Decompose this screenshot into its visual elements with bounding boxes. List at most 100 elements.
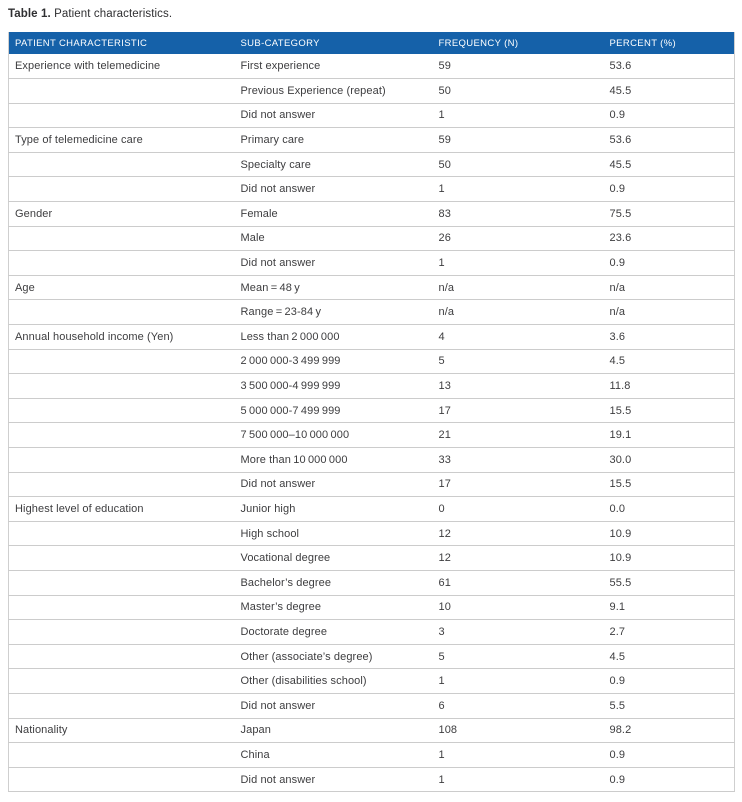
cell-percent: 3.6 — [603, 324, 735, 350]
cell-percent: 10.9 — [603, 521, 735, 547]
table-row: Doctorate degree 3 2.7 — [8, 619, 735, 645]
cell-frequency: n/a — [432, 299, 604, 326]
column-header-subcategory: SUB-CATEGORY — [234, 32, 433, 54]
table-row: Experience with telemedicine First experi… — [8, 54, 735, 80]
cell-percent: 0.9 — [603, 103, 735, 129]
patient-characteristics-table: PATIENT CHARACTERISTIC SUB-CATEGORY FREQ… — [8, 32, 735, 793]
table-row: Male 26 23.6 — [8, 226, 735, 252]
cell-subcategory: More than 10 000 000 — [234, 447, 433, 473]
cell-frequency: 21 — [432, 422, 604, 448]
cell-percent: 45.5 — [603, 78, 735, 104]
cell-frequency: 1 — [432, 250, 604, 276]
cell-subcategory: Did not answer — [234, 176, 433, 203]
cell-characteristic — [8, 644, 235, 670]
table-row: Nationality Japan 108 98.2 — [8, 718, 735, 744]
cell-frequency: 3 — [432, 619, 604, 645]
cell-characteristic — [8, 422, 235, 448]
cell-percent: n/a — [603, 275, 735, 301]
column-header-frequency: FREQUENCY (N) — [432, 32, 604, 54]
cell-subcategory: Mean = 48 y — [234, 275, 433, 301]
cell-characteristic: Annual household income (Yen) — [8, 324, 235, 350]
cell-characteristic — [8, 152, 235, 178]
cell-characteristic — [8, 349, 235, 375]
cell-frequency: 5 — [432, 644, 604, 670]
cell-characteristic — [8, 226, 235, 252]
cell-frequency: 83 — [432, 201, 604, 227]
table-caption: Table 1. Patient characteristics. — [8, 8, 734, 21]
cell-frequency: 33 — [432, 447, 604, 473]
cell-percent: 4.5 — [603, 644, 735, 670]
cell-percent: 98.2 — [603, 718, 735, 744]
cell-frequency: 59 — [432, 54, 604, 80]
cell-percent: 0.9 — [603, 668, 735, 694]
table-row: Did not answer 17 15.5 — [8, 472, 735, 498]
cell-subcategory: Did not answer — [234, 693, 433, 719]
table-row: Did not answer 1 0.9 — [8, 103, 735, 129]
cell-percent: 0.9 — [603, 250, 735, 276]
table-row: Gender Female 83 75.5 — [8, 201, 735, 227]
cell-characteristic — [8, 78, 235, 104]
cell-subcategory: Japan — [234, 718, 433, 744]
table-row: Annual household income (Yen) Less than 2… — [8, 324, 735, 350]
cell-frequency: 10 — [432, 595, 604, 621]
cell-subcategory: Did not answer — [234, 767, 433, 793]
cell-characteristic — [8, 299, 235, 326]
cell-frequency: 5 — [432, 349, 604, 375]
table-row: Previous Experience (repeat) 50 45.5 — [8, 78, 735, 104]
cell-subcategory: Did not answer — [234, 103, 433, 129]
cell-subcategory: Specialty care — [234, 152, 433, 178]
table-row: Age Mean = 48 y n/a n/a — [8, 275, 735, 301]
table-row: Vocational degree 12 10.9 — [8, 545, 735, 571]
cell-characteristic: Nationality — [8, 718, 235, 744]
table-row: 5 000 000-7 499 999 17 15.5 — [8, 398, 735, 424]
table-number-label: Table 1. — [8, 8, 51, 20]
cell-frequency: 61 — [432, 570, 604, 596]
cell-subcategory: Female — [234, 201, 433, 227]
cell-percent: 5.5 — [603, 693, 735, 719]
cell-subcategory: Other (disabilities school) — [234, 668, 433, 694]
cell-percent: 0.9 — [603, 742, 735, 768]
header-row: PATIENT CHARACTERISTIC SUB-CATEGORY FREQ… — [8, 32, 735, 54]
cell-frequency: 59 — [432, 127, 604, 153]
cell-frequency: 50 — [432, 78, 604, 104]
cell-percent: 55.5 — [603, 570, 735, 596]
cell-frequency: n/a — [432, 275, 604, 301]
cell-characteristic — [8, 398, 235, 424]
cell-subcategory: Previous Experience (repeat) — [234, 78, 433, 104]
table-row: Range = 23-84 y n/a n/a — [8, 299, 735, 326]
cell-frequency: 1 — [432, 668, 604, 694]
cell-characteristic: Type of telemedicine care — [8, 127, 235, 153]
cell-percent: 0.0 — [603, 496, 735, 522]
cell-percent: 10.9 — [603, 545, 735, 571]
cell-frequency: 6 — [432, 693, 604, 719]
cell-percent: 53.6 — [603, 54, 735, 80]
cell-subcategory: Other (associate’s degree) — [234, 644, 433, 670]
cell-subcategory: 5 000 000-7 499 999 — [234, 398, 433, 424]
cell-percent: 9.1 — [603, 595, 735, 621]
table-title-text: Patient characteristics. — [54, 8, 173, 20]
cell-subcategory: Less than 2 000 000 — [234, 324, 433, 350]
table-row: Did not answer 1 0.9 — [8, 250, 735, 276]
cell-frequency: 1 — [432, 742, 604, 768]
cell-frequency: 12 — [432, 545, 604, 571]
cell-frequency: 26 — [432, 226, 604, 252]
cell-subcategory: 7 500 000–10 000 000 — [234, 422, 433, 448]
cell-frequency: 17 — [432, 472, 604, 498]
cell-subcategory: Master’s degree — [234, 595, 433, 621]
cell-percent: 45.5 — [603, 152, 735, 178]
table-row: Did not answer 1 0.9 — [8, 767, 735, 793]
cell-characteristic: Age — [8, 275, 235, 301]
cell-percent: 23.6 — [603, 226, 735, 252]
cell-percent: 75.5 — [603, 201, 735, 227]
cell-characteristic — [8, 619, 235, 645]
cell-characteristic — [8, 447, 235, 473]
table-row: Other (associate’s degree) 5 4.5 — [8, 644, 735, 670]
cell-characteristic — [8, 668, 235, 694]
cell-percent: 19.1 — [603, 422, 735, 448]
cell-characteristic: Experience with telemedicine — [8, 54, 235, 80]
cell-percent: 53.6 — [603, 127, 735, 153]
cell-characteristic — [8, 767, 235, 793]
cell-subcategory: Bachelor’s degree — [234, 570, 433, 596]
cell-frequency: 0 — [432, 496, 604, 522]
